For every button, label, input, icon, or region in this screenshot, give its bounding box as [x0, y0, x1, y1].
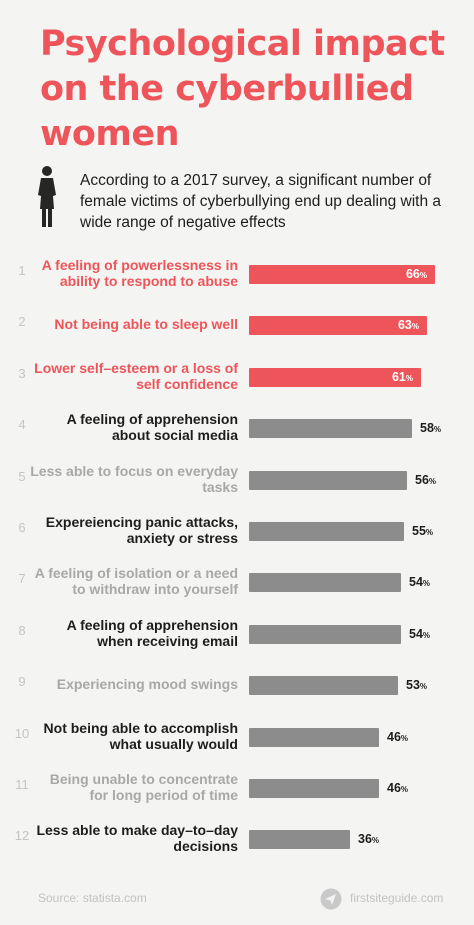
rank-number: 9	[18, 674, 26, 690]
rank-number: 7	[18, 571, 26, 587]
value-label: 46%	[387, 781, 409, 795]
category-label: A feeling of isolation or a need to with…	[34, 565, 238, 598]
chart-row: 7 A feeling of isolation or a need to wit…	[0, 559, 474, 603]
chart-row: 12 Less able to make day–to–day decisions…	[0, 816, 474, 860]
rank-number: 12	[14, 828, 30, 844]
chart-row: 10 Not being able to accomplish what usua…	[0, 714, 474, 758]
bar	[249, 522, 404, 541]
category-label: Experiencing mood swings	[56, 676, 238, 693]
category-label: A feeling of apprehension about social m…	[66, 411, 238, 444]
chart-row: 4 A feeling of apprehension about social …	[0, 405, 474, 449]
bar	[249, 830, 350, 850]
value-label: 54%	[409, 575, 431, 590]
value-label: 56%	[415, 472, 437, 487]
category-label: Not being able to sleep well	[54, 316, 238, 333]
bar	[249, 727, 379, 747]
rank-number: 6	[18, 520, 26, 535]
chart-row: 8 A feeling of apprehension when receivin…	[0, 611, 474, 655]
value-label: 55%	[412, 524, 434, 538]
source-text: Source: statista.com	[38, 891, 147, 905]
chart-row: 11 Being unable to concentrate for long p…	[0, 765, 474, 809]
bar	[249, 470, 407, 490]
bar: 61%	[249, 367, 421, 387]
chart-row: 1 A feeling of powerlessness in ability t…	[0, 251, 474, 295]
category-label: Less able to focus on everyday tasks	[30, 462, 238, 495]
category-label: A feeling of powerlessness in ability to…	[41, 257, 238, 289]
chart-row: 6 Expereiencing panic attacks, anxiety or…	[0, 508, 474, 552]
chart-row: 3 Lower self–esteem or a loss of self con…	[0, 354, 474, 398]
category-label: Being unable to concentrate for long per…	[49, 771, 238, 803]
value-label: 46%	[387, 729, 409, 744]
page-title: Psychological impact on the cyberbullied…	[40, 24, 445, 154]
chart-row: 2 Not being able to sleep well 63%	[0, 302, 474, 346]
rank-number: 10	[14, 725, 30, 741]
intro-text: According to a 2017 survey, a significan…	[80, 172, 441, 231]
value-label: 61%	[391, 369, 413, 384]
brand-text: firstsiteguide.com	[350, 891, 444, 905]
value-label: 54%	[409, 626, 431, 641]
chart-row: 5 Less able to focus on everyday tasks 56%	[0, 457, 474, 501]
rank-number: 1	[18, 263, 26, 278]
rank-number: 11	[15, 777, 29, 792]
category-label: Expereiencing panic attacks, anxiety or …	[45, 514, 238, 546]
category-label: Lower self–esteem or a loss of self conf…	[34, 359, 238, 392]
rank-number: 5	[18, 468, 26, 484]
value-label: 36%	[358, 832, 380, 847]
category-label: Not being able to accomplish what usuall…	[43, 719, 238, 752]
bar	[249, 624, 401, 644]
chart-row: 9 Experiencing mood swings 53%	[0, 662, 474, 706]
bar	[249, 779, 379, 798]
value-label: 63%	[397, 318, 419, 333]
rank-number: 8	[18, 622, 26, 638]
bar	[249, 419, 412, 439]
value-label: 53%	[406, 678, 428, 693]
value-label: 66%	[405, 267, 427, 281]
value-label: 58%	[420, 421, 442, 436]
category-label: A feeling of apprehension when receiving…	[66, 616, 238, 649]
rank-number: 4	[18, 417, 26, 433]
bar: 66%	[249, 265, 435, 284]
rank-number: 3	[18, 365, 26, 381]
woman-icon	[38, 166, 56, 227]
category-label: Less able to make day–to–day decisions	[36, 822, 238, 855]
paper-plane-icon	[320, 888, 342, 910]
bar: 63%	[249, 316, 427, 336]
rank-number: 2	[18, 314, 26, 330]
bar	[249, 573, 401, 593]
bar	[249, 676, 398, 696]
